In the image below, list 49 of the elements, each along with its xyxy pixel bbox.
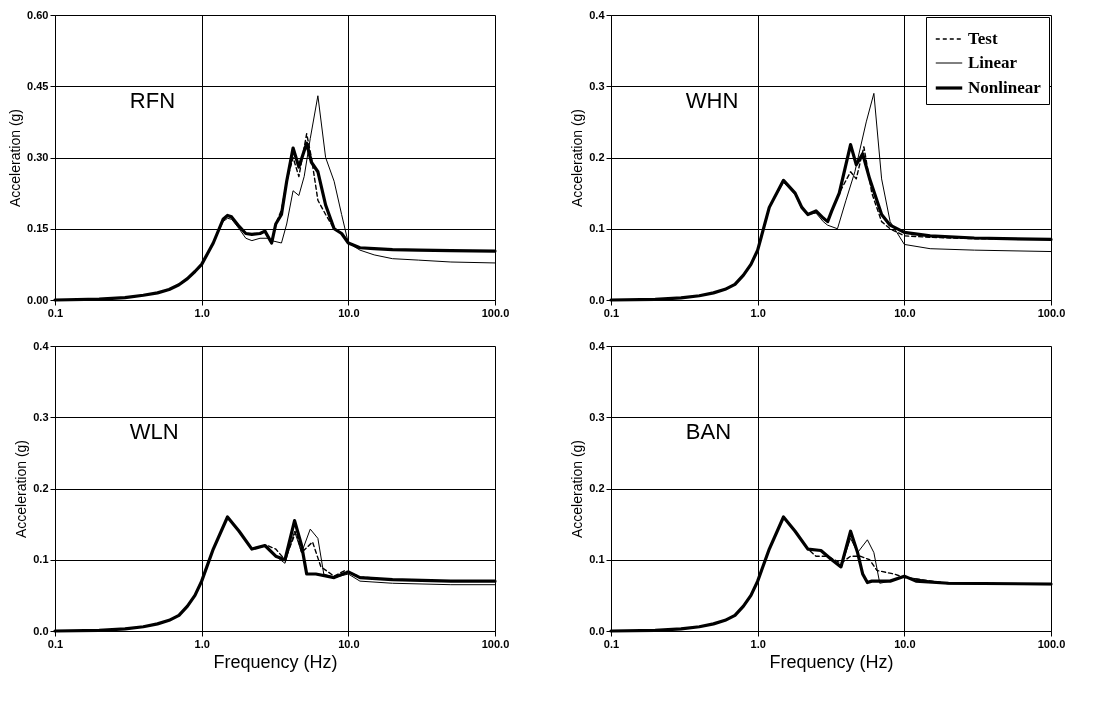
x-tick-label: 100.0: [481, 637, 510, 650]
x-tick-label: 1.0: [750, 637, 766, 650]
y-tick-label: 0.1: [33, 553, 49, 566]
x-axis-title: Frequency (Hz): [769, 651, 894, 672]
y-tick-label: 0.1: [589, 222, 605, 235]
x-tick-label: 0.1: [47, 306, 64, 319]
x-tick-label: 10.0: [894, 306, 916, 319]
y-tick-label: 0.4: [589, 339, 606, 352]
y-axis-title: Acceleration (g): [13, 439, 30, 539]
x-tick-label: 1.0: [194, 637, 210, 650]
x-axis-title: Frequency (Hz): [213, 651, 338, 672]
x-tick-label: 1.0: [194, 306, 210, 319]
x-tick-label: 1.0: [750, 306, 766, 319]
y-tick-label: 0.0: [589, 624, 605, 637]
x-tick-label: 10.0: [338, 637, 360, 650]
x-tick-label: 100.0: [481, 306, 510, 319]
x-tick-label: 10.0: [894, 637, 916, 650]
legend-label: Linear: [968, 53, 1018, 72]
x-tick-label: 100.0: [1037, 306, 1066, 319]
y-axis-title: Acceleration (g): [569, 439, 586, 539]
legend-label: Test: [968, 29, 998, 48]
y-tick-label: 0.3: [33, 410, 49, 423]
legend-label: Nonlinear: [968, 78, 1042, 97]
y-tick-label: 0.45: [27, 79, 49, 92]
y-tick-label: 0.0: [589, 293, 605, 306]
y-tick-label: 0.00: [27, 293, 49, 306]
y-tick-label: 0.0: [33, 624, 49, 637]
x-tick-label: 0.1: [603, 637, 620, 650]
y-tick-label: 0.2: [589, 151, 605, 163]
x-tick-label: 0.1: [47, 637, 64, 650]
annotation: WLN: [129, 418, 179, 444]
y-tick-label: 0.30: [27, 151, 49, 163]
y-tick-label: 0.2: [589, 482, 605, 494]
y-axis-title: Acceleration (g): [569, 108, 586, 208]
y-tick-label: 0.60: [27, 8, 49, 21]
y-tick-label: 0.3: [589, 410, 605, 423]
y-tick-label: 0.2: [33, 482, 49, 494]
y-tick-label: 0.4: [33, 339, 50, 352]
x-tick-label: 10.0: [338, 306, 360, 319]
y-axis-title: Acceleration (g): [7, 108, 24, 208]
y-tick-label: 0.4: [589, 8, 606, 21]
annotation: BAN: [685, 418, 732, 444]
y-tick-label: 0.3: [589, 79, 605, 92]
annotation: WHN: [685, 87, 739, 113]
annotation: RFN: [129, 87, 176, 113]
y-tick-label: 0.15: [27, 222, 49, 235]
x-tick-label: 0.1: [603, 306, 620, 319]
x-tick-label: 100.0: [1037, 637, 1066, 650]
y-tick-label: 0.1: [589, 553, 605, 566]
